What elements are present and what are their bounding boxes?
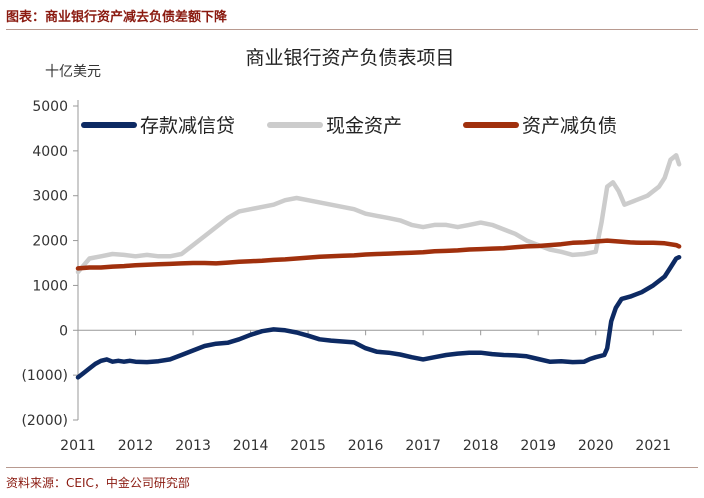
y-tick-label: 2000 <box>32 234 68 250</box>
x-tick-label: 2013 <box>175 438 211 454</box>
y-tick-label: (1000) <box>21 368 68 384</box>
axes: 5000 4000 3000 2000 1000 0 (1000) (2000) 2011 201… <box>21 99 682 454</box>
x-tick-label: 2011 <box>60 438 96 454</box>
legend: 存款减信贷 现金资产 资产减负债 <box>81 115 617 137</box>
legend-label-2: 资产减负债 <box>522 115 617 137</box>
series-line-1 <box>75 153 682 275</box>
y-tick-label: 4000 <box>32 144 68 160</box>
x-tick-label: 2020 <box>578 438 614 454</box>
figure-caption: 图表：商业银行资产减去负债差额下降 <box>6 10 228 25</box>
source-note: 资料来源：CEIC，中金公司研究部 <box>6 476 190 490</box>
x-tick-label: 2017 <box>405 438 441 454</box>
x-tick-label: 2012 <box>118 438 154 454</box>
legend-label-0: 存款减信贷 <box>140 115 235 137</box>
x-tick-label: 2015 <box>290 438 326 454</box>
x-tick-label: 2014 <box>233 438 269 454</box>
y-tick-label: 0 <box>59 323 68 339</box>
y-tick-label: 3000 <box>32 189 68 205</box>
bottom-rule <box>6 467 698 468</box>
top-rule <box>6 29 698 30</box>
x-tick-label: 2016 <box>348 438 384 454</box>
y-tick-label: (2000) <box>21 413 68 429</box>
series-layer <box>75 153 682 380</box>
unit-label: 十亿美元 <box>45 64 101 80</box>
chart: 商业银行资产负债表项目 十亿美元 5000 4000 3000 2000 1000 0 (1… <box>21 47 682 454</box>
x-tick-label: 2018 <box>463 438 499 454</box>
y-tick-label: 5000 <box>32 99 68 115</box>
series-line-0 <box>75 254 682 380</box>
series-line-2 <box>75 238 682 271</box>
chart-title: 商业银行资产负债表项目 <box>245 47 454 69</box>
y-tick-label: 1000 <box>32 278 68 294</box>
x-tick-label: 2019 <box>520 438 556 454</box>
legend-label-1: 现金资产 <box>326 115 402 137</box>
x-tick-label: 2021 <box>635 438 671 454</box>
